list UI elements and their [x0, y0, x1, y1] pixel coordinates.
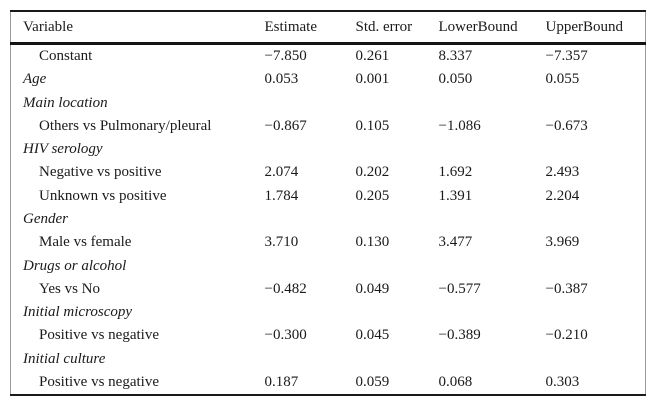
cell-estimate: −7.850	[264, 48, 307, 65]
row-label: Initial microscopy	[23, 304, 133, 321]
cell-std-error: 0.205	[355, 187, 390, 204]
table-row: Positive vs negative 0.187 0.059 0.068 0…	[11, 371, 646, 395]
cell-estimate: 2.074	[264, 164, 299, 181]
cell-estimate: −0.867	[264, 117, 307, 134]
cell-estimate: −0.300	[264, 327, 307, 344]
cell-std-error: 0.059	[355, 373, 390, 390]
table-row: Initial culture	[11, 347, 646, 370]
table-row: Negative vs positive 2.074 0.202 1.692 2…	[11, 161, 646, 184]
table-row: Unknown vs positive 1.784 0.205 1.391 2.…	[11, 185, 646, 208]
table-header-row: Variable Estimate Std. error LowerBound …	[10, 11, 646, 45]
regression-results-table: Variable Estimate Std. error LowerBound …	[10, 10, 646, 396]
cell-estimate	[265, 138, 356, 161]
cell-estimate: 0.053	[264, 71, 299, 88]
cell-lowerbound	[439, 138, 546, 161]
column-header-variable: Variable	[10, 11, 265, 45]
cell-upperbound: −0.673	[545, 117, 588, 134]
row-label: Drugs or alcohol	[23, 257, 127, 274]
cell-lowerbound	[439, 92, 546, 115]
cell-std-error: 0.202	[355, 164, 390, 181]
cell-upperbound	[546, 254, 646, 277]
cell-upperbound	[546, 92, 646, 115]
column-header-estimate: Estimate	[264, 11, 356, 45]
cell-lowerbound: −0.577	[438, 280, 481, 297]
row-label: Negative vs positive	[39, 164, 162, 181]
cell-std-error: 0.049	[355, 280, 390, 297]
cell-std-error: 0.130	[355, 234, 390, 251]
column-header-upperbound: UpperBound	[545, 11, 646, 45]
cell-lowerbound: 1.391	[438, 187, 473, 204]
cell-lowerbound: 0.050	[438, 71, 473, 88]
cell-std-error: 0.045	[355, 327, 390, 344]
cell-std-error	[356, 254, 439, 277]
cell-std-error	[356, 208, 439, 231]
cell-lowerbound: −1.086	[438, 117, 481, 134]
cell-lowerbound: 0.068	[438, 373, 473, 390]
table-row: Male vs female 3.710 0.130 3.477 3.969	[11, 231, 646, 254]
row-label: Male vs female	[39, 234, 132, 251]
cell-estimate	[265, 254, 356, 277]
cell-lowerbound	[439, 254, 546, 277]
cell-upperbound: 3.969	[545, 234, 580, 251]
cell-std-error	[356, 92, 439, 115]
cell-std-error: 0.261	[355, 48, 390, 65]
row-label: Positive vs negative	[39, 327, 159, 344]
table-row: Main location	[11, 92, 646, 115]
cell-std-error: 0.105	[355, 117, 390, 134]
cell-estimate: 3.710	[264, 234, 299, 251]
row-label: Initial culture	[23, 350, 106, 367]
cell-lowerbound	[439, 301, 546, 324]
cell-lowerbound: 1.692	[438, 164, 473, 181]
cell-upperbound	[546, 301, 646, 324]
cell-upperbound	[546, 208, 646, 231]
cell-upperbound: −0.387	[545, 280, 588, 297]
row-label: Gender	[23, 210, 68, 227]
cell-upperbound: 2.493	[545, 164, 580, 181]
cell-estimate	[265, 347, 356, 370]
cell-estimate: −0.482	[264, 280, 307, 297]
table-row: Age 0.053 0.001 0.050 0.055	[11, 68, 646, 91]
cell-std-error	[356, 301, 439, 324]
cell-std-error	[356, 347, 439, 370]
cell-lowerbound	[439, 208, 546, 231]
cell-estimate: 1.784	[264, 187, 299, 204]
table-row: HIV serology	[11, 138, 646, 161]
table-row: Positive vs negative −0.300 0.045 −0.389…	[11, 324, 646, 347]
cell-upperbound: −0.210	[545, 327, 588, 344]
row-label: Main location	[23, 94, 108, 111]
cell-std-error	[356, 138, 439, 161]
cell-estimate	[265, 301, 356, 324]
cell-upperbound: 2.204	[545, 187, 580, 204]
table-row: Gender	[11, 208, 646, 231]
cell-estimate: 0.187	[264, 373, 299, 390]
cell-upperbound	[546, 347, 646, 370]
row-label: Others vs Pulmonary/pleural	[39, 117, 212, 134]
row-label: Yes vs No	[39, 280, 100, 297]
table-row: Constant −7.850 0.261 8.337 −7.357	[11, 44, 646, 69]
cell-lowerbound: 8.337	[438, 48, 473, 65]
cell-upperbound	[546, 138, 646, 161]
row-label: Age	[23, 71, 47, 88]
row-label: Positive vs negative	[39, 373, 159, 390]
table-row: Yes vs No −0.482 0.049 −0.577 −0.387	[11, 278, 646, 301]
table-row: Initial microscopy	[11, 301, 646, 324]
row-label: Constant	[39, 48, 93, 65]
row-label: Unknown vs positive	[39, 187, 167, 204]
cell-upperbound: −7.357	[545, 48, 588, 65]
column-header-std-error: Std. error	[355, 11, 439, 45]
table-row: Others vs Pulmonary/pleural −0.867 0.105…	[11, 115, 646, 138]
row-label: HIV serology	[23, 141, 103, 158]
cell-lowerbound: −0.389	[438, 327, 481, 344]
cell-lowerbound	[439, 347, 546, 370]
cell-lowerbound: 3.477	[438, 234, 473, 251]
cell-std-error: 0.001	[355, 71, 390, 88]
cell-upperbound: 0.055	[545, 71, 580, 88]
table-row: Drugs or alcohol	[11, 254, 646, 277]
column-header-lowerbound: LowerBound	[438, 11, 546, 45]
cell-estimate	[265, 92, 356, 115]
cell-upperbound: 0.303	[545, 373, 580, 390]
cell-estimate	[265, 208, 356, 231]
